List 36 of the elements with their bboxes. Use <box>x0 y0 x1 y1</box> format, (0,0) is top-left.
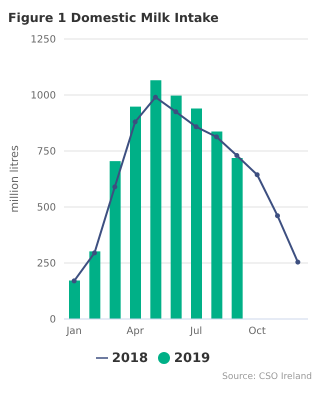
y-tick-label: 1250 <box>30 34 56 46</box>
point <box>194 124 199 130</box>
point <box>112 184 118 190</box>
bar <box>69 280 80 319</box>
y-tick-label: 750 <box>36 146 56 158</box>
x-tick-label: Jul <box>189 326 202 338</box>
y-tick-label: 0 <box>50 314 56 326</box>
legend-label: 2019 <box>174 351 210 366</box>
point <box>214 134 219 140</box>
bar <box>150 80 162 319</box>
point <box>173 109 178 114</box>
y-axis-title: million litres <box>8 145 21 213</box>
bar <box>232 158 243 319</box>
y-tick-label: 500 <box>36 202 56 214</box>
source-note: Source: CSO Ireland <box>221 372 312 382</box>
bar <box>170 96 182 319</box>
bar <box>110 161 121 319</box>
x-tick-label: Jan <box>65 326 82 338</box>
bar <box>211 132 222 319</box>
point <box>72 278 77 284</box>
point <box>92 250 97 256</box>
point <box>153 94 158 100</box>
point <box>254 172 260 178</box>
y-tick-label: 250 <box>36 258 56 270</box>
y-tick-label: 1000 <box>30 90 56 102</box>
point <box>275 213 280 218</box>
point <box>295 260 300 265</box>
bar <box>130 106 141 319</box>
bar <box>89 251 100 319</box>
point <box>234 152 240 158</box>
chart-title: Figure 1 Domestic Milk Intake <box>8 9 220 25</box>
x-tick-label: Apr <box>126 326 145 338</box>
bar <box>191 108 202 319</box>
legend-label: 2018 <box>112 351 148 366</box>
x-tick-label: Oct <box>248 326 266 338</box>
point <box>132 119 138 124</box>
